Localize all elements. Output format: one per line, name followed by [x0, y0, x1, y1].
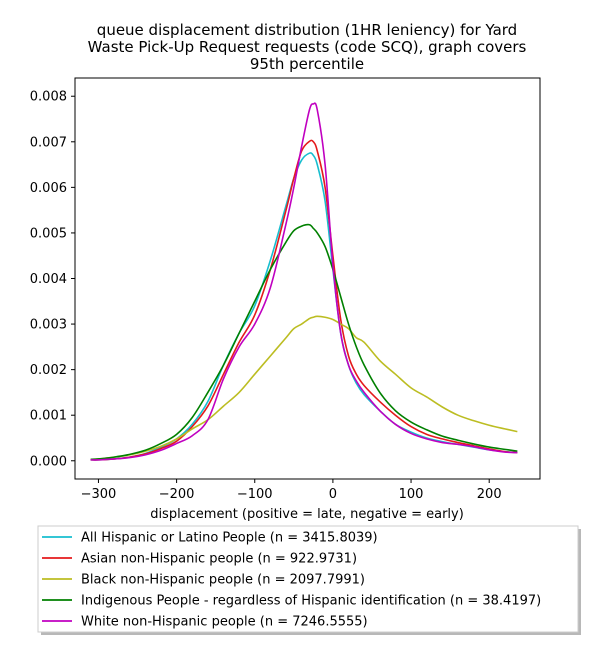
y-axis: 0.000 0.001 0.002 0.003 0.004 0.005 0.006 0.007… [30, 90, 75, 469]
legend-label: Asian non-Hispanic people (n = 922.9731) [81, 552, 357, 567]
y-tick-label: 0.001 [30, 409, 67, 424]
y-tick-label: 0.005 [30, 226, 67, 241]
y-tick-label: 0.008 [30, 90, 67, 105]
legend-label: All Hispanic or Latino People (n = 3415.… [81, 531, 378, 546]
y-tick-label: 0.007 [30, 135, 67, 150]
title-line: 95th percentile [250, 55, 364, 73]
y-tick-label: 0.000 [30, 454, 67, 469]
x-tick-label: −100 [237, 487, 273, 502]
y-tick-label: 0.002 [30, 363, 67, 378]
series-line-2 [90, 315, 518, 461]
legend-label: Black non-Hispanic people (n = 2097.7991… [81, 573, 365, 588]
x-tick-label: 100 [399, 487, 424, 502]
series-line-4 [90, 102, 518, 461]
x-axis-label: displacement (positive = late, negative … [150, 507, 464, 522]
y-tick-label: 0.004 [30, 272, 67, 287]
legend-label: White non-Hispanic people (n = 7246.5555… [81, 615, 368, 630]
title-line: Waste Pick-Up Request requests (code SCQ… [88, 38, 527, 56]
legend-box [37, 525, 579, 633]
y-tick-label: 0.003 [30, 318, 67, 333]
x-tick-label: −300 [81, 487, 117, 502]
series-line-1 [90, 139, 518, 461]
legend: All Hispanic or Latino People (n = 3415.… [37, 525, 581, 635]
x-tick-label: 0 [329, 487, 337, 502]
series-line-3 [90, 223, 518, 461]
legend-label: Indigenous People - regardless of Hispan… [81, 594, 541, 609]
title-line: queue displacement distribution (1HR len… [97, 21, 517, 39]
x-axis: −300 −200 −100 0 100 200 [81, 479, 502, 502]
chart-title: queue displacement distribution (1HR len… [88, 21, 527, 73]
y-tick-label: 0.006 [30, 181, 67, 196]
x-tick-label: −200 [159, 487, 195, 502]
x-tick-label: 200 [477, 487, 502, 502]
series-layer [90, 102, 518, 461]
